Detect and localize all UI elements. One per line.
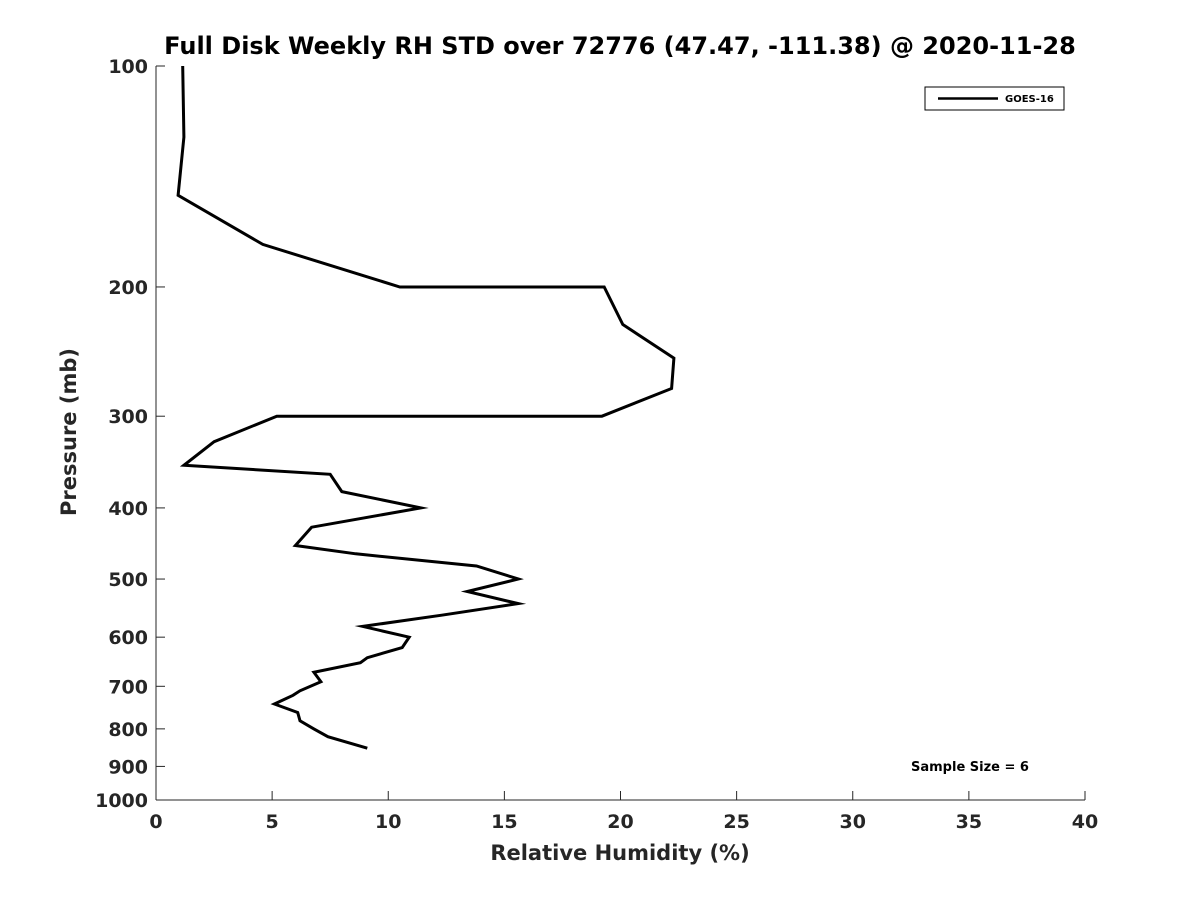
x-tick-label: 25 [723, 811, 749, 833]
x-tick-label: 10 [375, 811, 401, 833]
x-tick-label: 5 [266, 811, 279, 833]
y-tick-label: 100 [108, 56, 148, 78]
y-tick-label: 300 [108, 406, 148, 428]
x-tick-label: 15 [491, 811, 517, 833]
y-tick-label: 200 [108, 277, 148, 299]
x-axis-label: Relative Humidity (%) [490, 841, 749, 865]
y-tick-label: 600 [108, 627, 148, 649]
axes: 0 5 10 15 20 25 30 35 40 100 200 300 400 500 600 700 800… [95, 56, 1098, 833]
y-tick-label: 1000 [95, 790, 148, 812]
y-tick-label: 500 [108, 569, 148, 591]
y-tick-label: 900 [108, 756, 148, 778]
y-axis-label: Pressure (mb) [57, 348, 81, 516]
y-tick-label: 400 [108, 498, 148, 520]
sample-size-annotation: Sample Size = 6 [911, 760, 1029, 775]
chart-title: Full Disk Weekly RH STD over 72776 (47.4… [164, 32, 1076, 60]
legend-label-goes-16: GOES-16 [1005, 94, 1054, 105]
x-tick-label: 20 [607, 811, 633, 833]
x-tick-label: 35 [956, 811, 982, 833]
legend: GOES-16 [924, 86, 1065, 111]
series-line-goes-16 [176, 65, 676, 750]
plot-area [176, 65, 676, 750]
y-tick-label: 700 [108, 676, 148, 698]
x-tick-label: 30 [840, 811, 866, 833]
y-tick-label: 800 [108, 719, 148, 741]
x-tick-label: 0 [149, 811, 162, 833]
x-tick-label: 40 [1072, 811, 1098, 833]
